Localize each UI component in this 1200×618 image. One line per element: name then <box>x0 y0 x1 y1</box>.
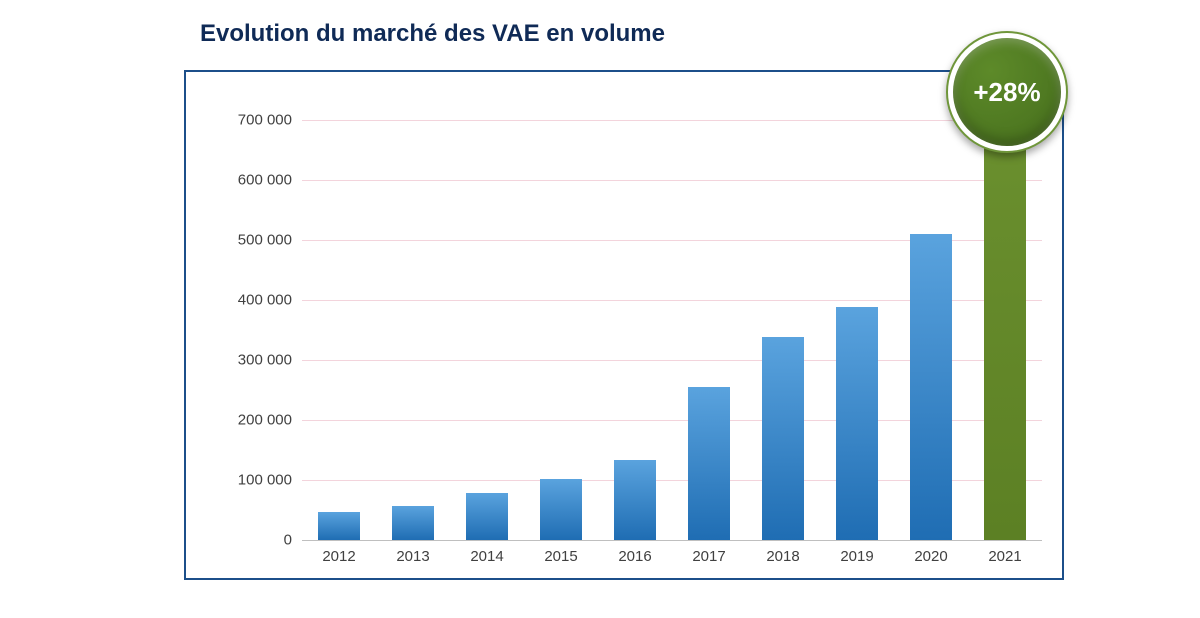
y-tick-label: 700 000 <box>202 112 302 129</box>
bar-2017 <box>688 387 729 540</box>
bar-2014 <box>466 493 507 540</box>
bar-2016 <box>614 460 655 540</box>
y-tick-label: 400 000 <box>202 292 302 309</box>
x-tick-label: 2017 <box>692 540 725 565</box>
bar-2018 <box>762 337 803 540</box>
x-tick-label: 2013 <box>396 540 429 565</box>
bar-2020 <box>910 234 951 540</box>
x-tick-label: 2021 <box>988 540 1021 565</box>
y-tick-label: 100 000 <box>202 472 302 489</box>
x-tick-label: 2018 <box>766 540 799 565</box>
bar-2015 <box>540 479 581 540</box>
bar-2013 <box>392 506 433 540</box>
growth-badge: +28% <box>946 31 1068 153</box>
gridline <box>302 120 1042 121</box>
gridline <box>302 180 1042 181</box>
y-tick-label: 500 000 <box>202 232 302 249</box>
x-tick-label: 2015 <box>544 540 577 565</box>
chart-title: Evolution du marché des VAE en volume <box>200 20 665 48</box>
plot-area: 0100 000200 000300 000400 000500 000600 … <box>302 90 1042 540</box>
x-tick-label: 2020 <box>914 540 947 565</box>
y-tick-label: 600 000 <box>202 172 302 189</box>
y-tick-label: 300 000 <box>202 352 302 369</box>
x-tick-label: 2012 <box>322 540 355 565</box>
y-tick-label: 200 000 <box>202 412 302 429</box>
bar-2012 <box>318 512 359 540</box>
bar-2019 <box>836 307 877 540</box>
x-tick-label: 2014 <box>470 540 503 565</box>
x-tick-label: 2016 <box>618 540 651 565</box>
growth-badge-label: +28% <box>953 38 1061 146</box>
bar-2021 <box>984 144 1025 540</box>
x-tick-label: 2019 <box>840 540 873 565</box>
y-tick-label: 0 <box>202 532 302 549</box>
